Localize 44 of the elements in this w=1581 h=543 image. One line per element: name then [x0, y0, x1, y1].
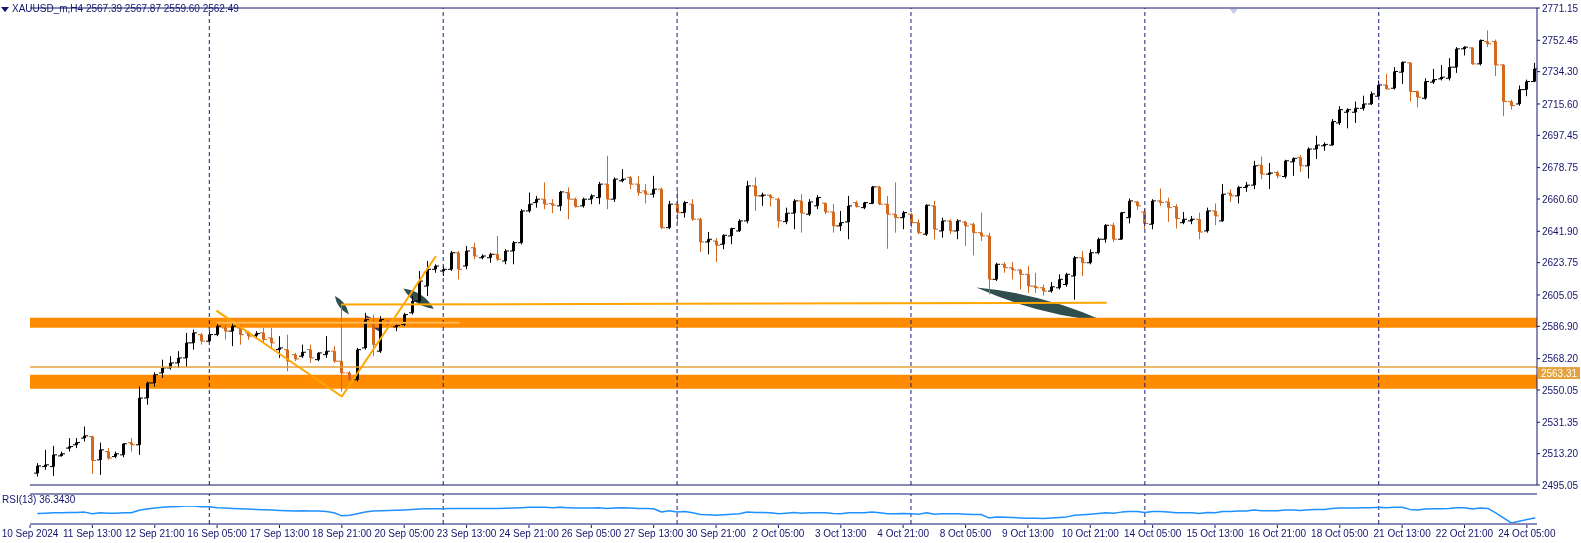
- x-tick-label: 8 Oct 05:00: [939, 528, 992, 539]
- y-tick-label: 2752.45: [1542, 34, 1579, 46]
- x-tick-label: 9 Oct 13:00: [1002, 528, 1055, 539]
- x-tick-label: 23 Sep 13:00: [436, 528, 497, 539]
- x-tick-label: 22 Oct 21:00: [1435, 528, 1494, 539]
- x-tick-label: 10 Sep 2024: [1, 528, 59, 539]
- x-tick-label: 11 Sep 13:00: [62, 528, 123, 539]
- x-tick-label: 27 Sep 13:00: [623, 528, 684, 539]
- y-tick-label: 2678.75: [1542, 162, 1579, 174]
- chart-title: XAUUSD_m,H4 2567.39 2567.87 2559.60 2562.49: [12, 3, 239, 15]
- y-tick-label: 2641.90: [1542, 225, 1579, 237]
- y-tick-label: 2660.60: [1542, 193, 1579, 205]
- x-tick-label: 2 Oct 05:00: [752, 528, 805, 539]
- x-tick-label: 18 Sep 21:00: [312, 528, 373, 539]
- x-tick-label: 14 Oct 05:00: [1124, 528, 1182, 539]
- x-tick-label: 20 Sep 05:00: [374, 528, 435, 539]
- x-tick-label: 16 Oct 21:00: [1248, 528, 1307, 539]
- x-tick-label: 15 Oct 13:00: [1186, 528, 1245, 539]
- x-tick-label: 21 Oct 13:00: [1373, 528, 1432, 539]
- y-tick-label: 2568.20: [1542, 353, 1579, 365]
- y-tick-label: 2771.15: [1542, 2, 1579, 14]
- x-tick-label: 3 Oct 13:00: [814, 528, 868, 539]
- y-tick-label: 2715.60: [1542, 98, 1579, 110]
- y-tick-label: 2550.05: [1542, 384, 1579, 396]
- x-tick-label: 12 Sep 21:00: [124, 528, 185, 539]
- x-tick-label: 4 Oct 21:00: [877, 528, 930, 539]
- y-tick-label: 2495.05: [1542, 479, 1579, 491]
- y-tick-label: 2586.90: [1542, 320, 1579, 332]
- ref-line-label: 2563.31: [1540, 367, 1578, 379]
- x-tick-label: 17 Sep 13:00: [249, 528, 310, 539]
- chart-title: RSI(13) 36.3430: [2, 494, 76, 506]
- x-tick-label: 24 Oct 05:00: [1498, 528, 1556, 539]
- y-tick-label: 2605.05: [1542, 289, 1579, 301]
- y-tick-label: 2623.75: [1542, 257, 1579, 269]
- x-tick-label: 10 Oct 21:00: [1061, 528, 1120, 539]
- x-tick-label: 26 Sep 05:00: [561, 528, 622, 539]
- y-tick-label: 2531.35: [1542, 416, 1579, 428]
- y-tick-label: 2513.20: [1542, 448, 1579, 460]
- x-tick-label: 16 Sep 05:00: [187, 528, 248, 539]
- y-tick-label: 2734.30: [1542, 66, 1579, 78]
- x-tick-label: 24 Sep 21:00: [499, 528, 560, 539]
- x-tick-label: 30 Sep 21:00: [686, 528, 747, 539]
- y-tick-label: 2697.45: [1542, 129, 1579, 141]
- x-tick-label: 18 Oct 05:00: [1311, 528, 1369, 539]
